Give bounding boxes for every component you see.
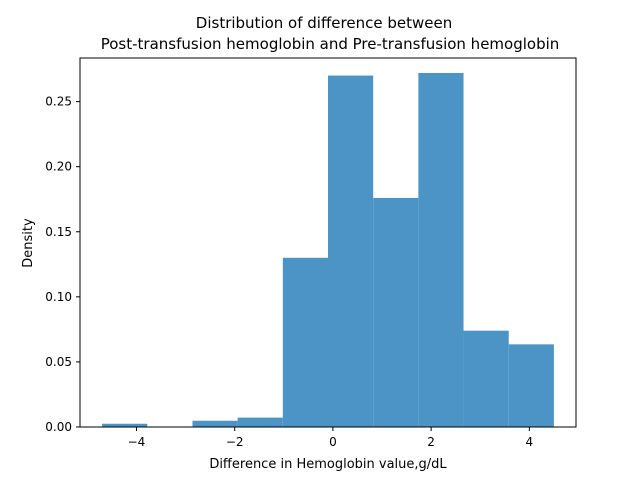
histogram-bar-0 bbox=[102, 423, 148, 427]
histogram-bar-3 bbox=[237, 417, 283, 427]
x-tick-label-1: −2 bbox=[226, 435, 244, 449]
y-tick-label-3: 0.15 bbox=[45, 225, 72, 239]
plot-area-frame bbox=[79, 57, 577, 428]
x-axis-label: Difference in Hemoglobin value,g/dL bbox=[209, 457, 447, 472]
histogram-bar-2 bbox=[192, 420, 238, 427]
chart-title-line-1: Distribution of difference between bbox=[196, 14, 452, 32]
x-tick-label-3: 2 bbox=[427, 435, 435, 449]
y-tick-label-1: 0.05 bbox=[45, 355, 72, 369]
histogram-bar-9 bbox=[508, 344, 554, 427]
histogram-bar-6 bbox=[373, 197, 419, 427]
x-tick-label-0: −4 bbox=[128, 435, 146, 449]
histogram-bar-5 bbox=[328, 75, 374, 427]
histogram-bars bbox=[102, 72, 554, 427]
y-tick-label-4: 0.20 bbox=[45, 160, 72, 174]
histogram-bar-4 bbox=[282, 257, 328, 427]
y-tick-label-5: 0.25 bbox=[45, 95, 72, 109]
x-tick-label-2: 0 bbox=[329, 435, 337, 449]
y-tick-label-0: 0.00 bbox=[45, 420, 72, 434]
chart-title-line-2: Post-transfusion hemoglobin and Pre-tran… bbox=[101, 35, 560, 53]
x-tick-label-4: 4 bbox=[526, 435, 534, 449]
y-axis-label: Density bbox=[21, 218, 36, 268]
histogram-bar-8 bbox=[463, 330, 509, 427]
y-tick-label-2: 0.10 bbox=[45, 290, 72, 304]
y-axis-ticks: 0.00 0.05 0.10 0.15 0.20 0.25 bbox=[45, 95, 80, 434]
x-axis-ticks: −4 −2 0 2 4 bbox=[128, 427, 534, 449]
histogram-bar-7 bbox=[418, 72, 464, 427]
